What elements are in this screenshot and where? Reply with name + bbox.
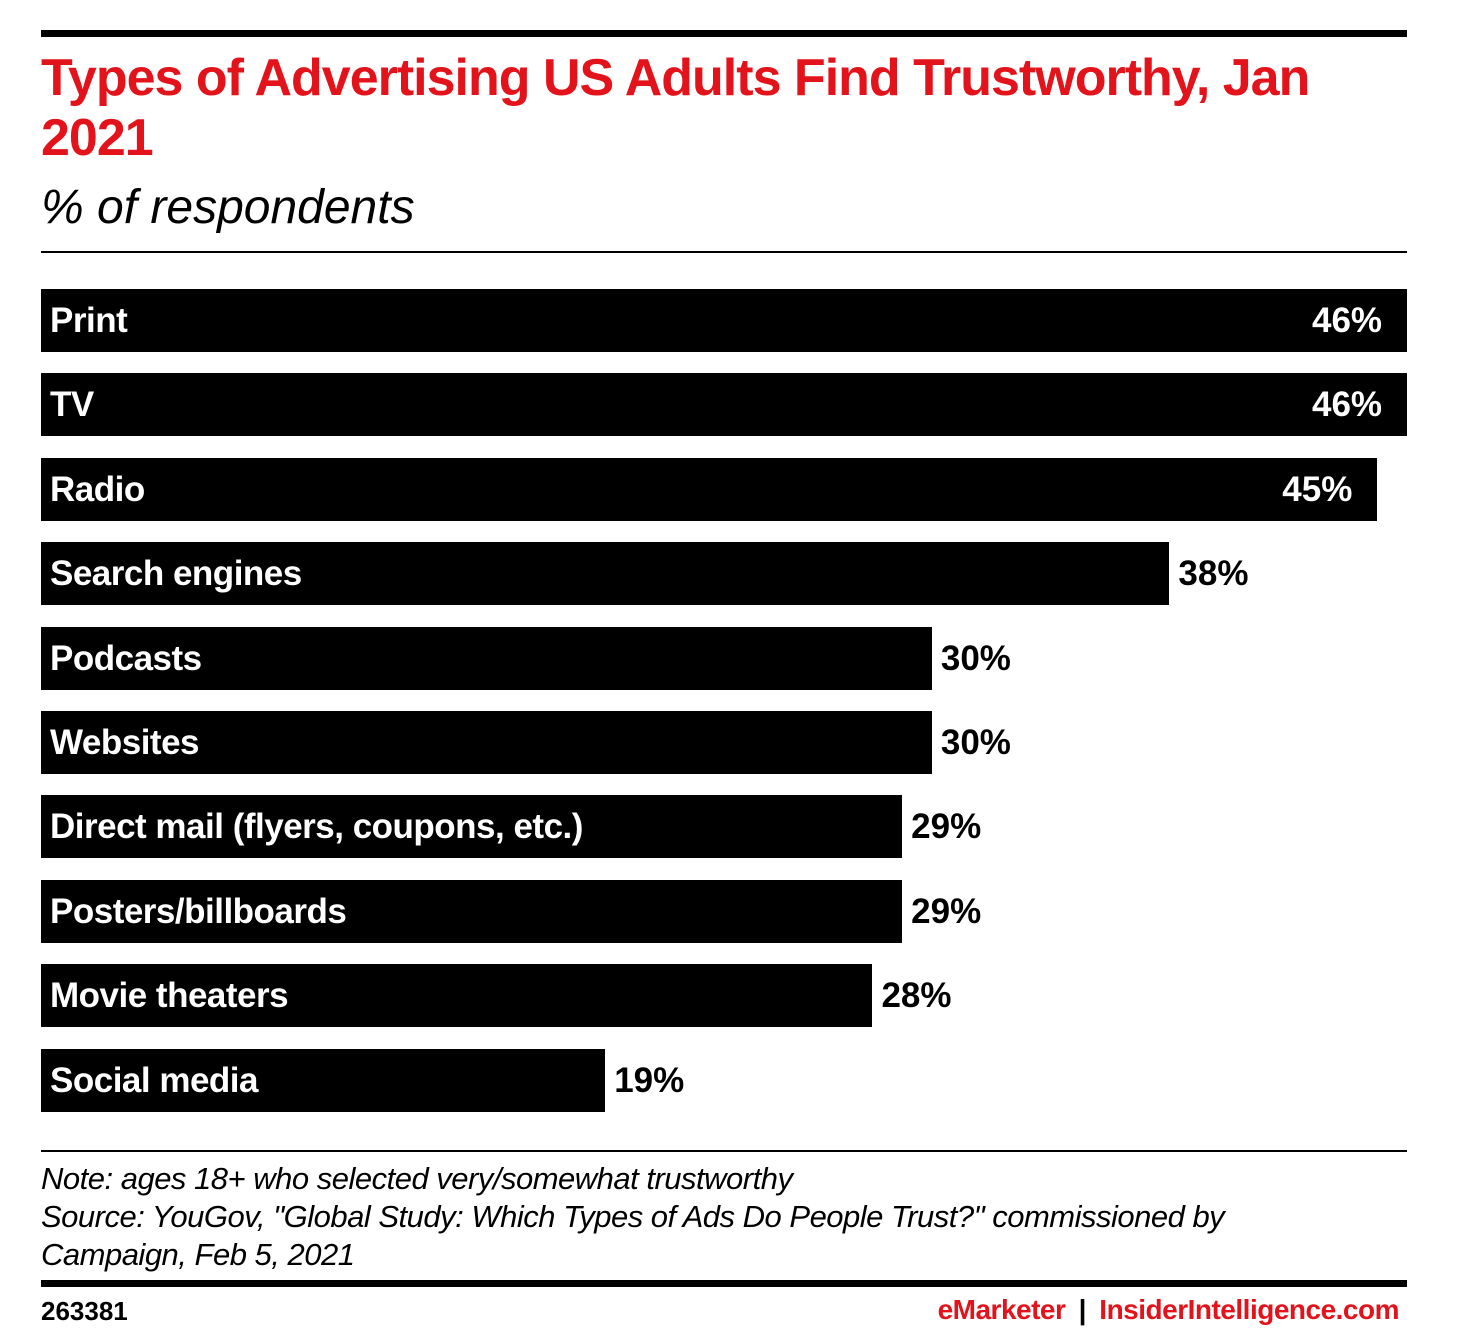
- bar: [41, 879, 903, 943]
- top-rule: [41, 30, 1407, 37]
- notes: Note: ages 18+ who selected very/somewha…: [41, 1160, 1371, 1274]
- category-label: Podcasts: [50, 638, 202, 678]
- bar: [41, 373, 1407, 437]
- category-label: Posters/billboards: [50, 891, 347, 931]
- bar: [41, 964, 873, 1028]
- value-label: 45%: [1282, 469, 1353, 509]
- bar: [41, 289, 1407, 352]
- category-label: Social media: [50, 1060, 258, 1100]
- bar: [41, 711, 932, 774]
- chart-id: 263381: [41, 1296, 128, 1326]
- value-label: 30%: [940, 638, 1011, 678]
- value-label: 19%: [614, 1060, 685, 1100]
- value-label: 30%: [940, 723, 1011, 762]
- subtitle-rule: [41, 251, 1407, 253]
- value-label: 46%: [1312, 301, 1383, 340]
- value-label: 38%: [1178, 554, 1249, 594]
- bar: [41, 542, 1170, 606]
- bar: [41, 626, 932, 690]
- value-label: 29%: [911, 807, 982, 847]
- category-label: Direct mail (flyers, coupons, etc.): [50, 807, 583, 847]
- category-label: Print: [50, 301, 128, 340]
- brand-emarketer: eMarketer: [937, 1294, 1066, 1325]
- category-label: Radio: [50, 469, 145, 509]
- chart-subtitle: % of respondents: [41, 181, 415, 234]
- bar: [41, 457, 1378, 521]
- category-label: TV: [50, 385, 94, 425]
- value-label: 29%: [911, 891, 982, 931]
- bar: [41, 795, 903, 859]
- brand: eMarketer | InsiderIntelligence.com: [937, 1294, 1400, 1326]
- category-label: Websites: [50, 723, 200, 762]
- value-label: 28%: [881, 976, 952, 1016]
- value-label: 46%: [1312, 385, 1383, 425]
- category-label: Movie theaters: [50, 976, 289, 1016]
- source-text: Source: YouGov, "Global Study: Which Typ…: [41, 1199, 1225, 1272]
- bar: [41, 1048, 606, 1112]
- bottom-rule: [41, 1280, 1407, 1287]
- brand-separator: |: [1078, 1294, 1087, 1325]
- note-text: Note: ages 18+ who selected very/somewha…: [41, 1161, 793, 1196]
- brand-insider[interactable]: InsiderIntelligence.com: [1099, 1294, 1399, 1325]
- notes-rule: [41, 1150, 1407, 1152]
- chart-title: Types of Advertising US Adults Find Trus…: [41, 49, 1310, 167]
- category-label: Search engines: [50, 554, 302, 594]
